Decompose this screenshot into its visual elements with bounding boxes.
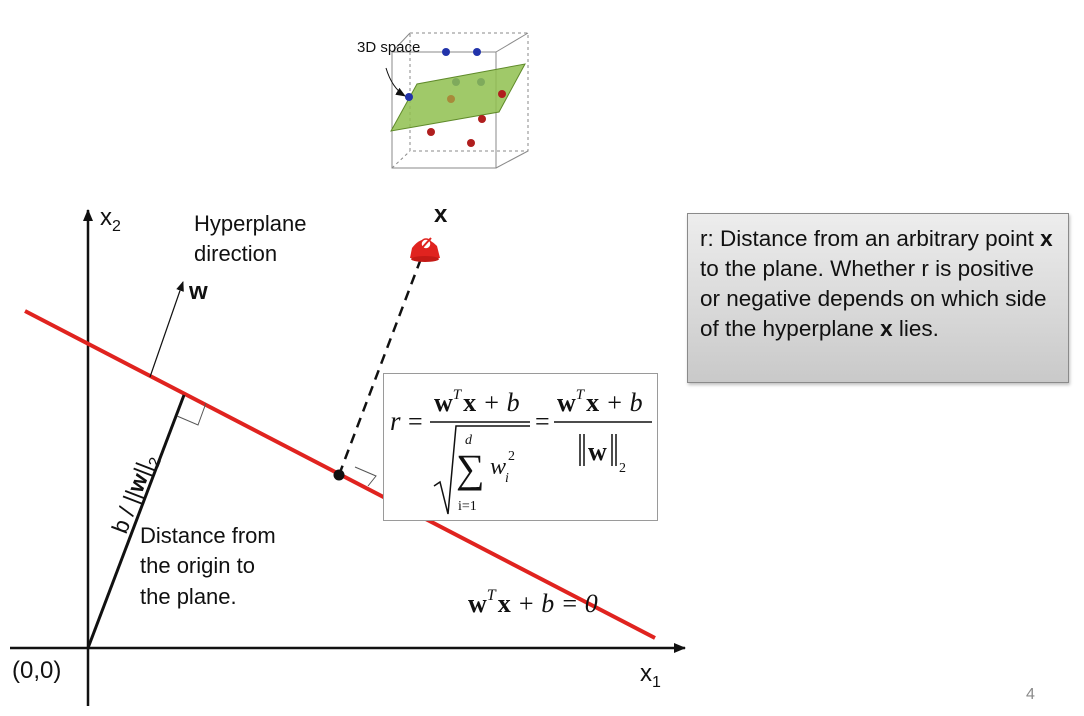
formula-norm-w: w [588,437,607,466]
point-x-base [411,256,439,262]
note-bold-x-2: x [880,316,893,341]
page-number: 4 [1026,686,1035,703]
x1-axis-label: x1 [640,660,661,691]
formula-r: r [390,406,401,436]
hyperplane-equation: wTx + b = 0 [468,587,598,618]
cube-edge [495,32,529,53]
note-text-1: r: Distance from an arbitrary point [700,226,1041,251]
formula-eq-2: = [535,407,550,436]
cube-edge [391,32,411,53]
point-x-marker [410,237,440,262]
blue-point [442,48,450,56]
note-text-2: to the plane. Whether r is positive or n… [700,256,1047,341]
distance-formula-box: r = wTx + b d ∑ i=1 wi 2 = wTx + b w 2 [383,373,658,521]
red-point [478,115,486,123]
formula-numerator-2: wTx + b [557,387,643,417]
point-x-label: x [434,201,448,228]
plane-point [447,95,455,103]
note-text-3: lies. [892,316,939,341]
formula-square: 2 [508,449,515,464]
caption-line-3: the plane. [140,584,237,609]
origin-label: (0,0) [12,657,61,684]
x2-axis-label: x2 [100,204,121,235]
right-angle-marker-origin [176,402,207,426]
caption-line-1: Distance from [140,523,276,548]
formula-numerator-1: wTx + b [434,387,520,417]
red-point [427,128,435,136]
formula-norm-sub: 2 [619,461,626,476]
blue-point [405,93,413,101]
hyperplane-direction-title-1: Hyperplane [194,211,307,236]
sqrt-sign [433,425,530,515]
cube-illustration: 3D space [357,32,529,169]
normal-vector-label: w [188,278,208,305]
cube-edge [495,150,529,169]
origin-distance-line [86,394,186,649]
sum-symbol: ∑ [456,446,485,491]
cube-label-pointer [385,67,406,97]
sum-lower-limit: i=1 [458,499,477,514]
formula-eq-1: = [408,407,423,436]
formula-w-i: wi [490,454,509,486]
right-angle-marker-projection [354,466,377,487]
note-bold-x-1: x [1040,226,1053,251]
cube-back-face [409,32,529,152]
normal-vector-arrow [149,281,184,378]
point-x-stroke [420,237,432,250]
hyperplane-direction-title-2: direction [194,241,277,266]
projection-dashed-line [337,247,427,476]
projection-foot-point [333,469,345,481]
note-box: r: Distance from an arbitrary point x to… [687,213,1069,383]
caption-line-2: the origin to [140,553,255,578]
distance-formula: r = wTx + b d ∑ i=1 wi 2 = wTx + b w 2 [390,387,652,515]
red-point [498,90,506,98]
cube-edge [391,150,411,169]
red-point [467,139,475,147]
blue-point [473,48,481,56]
origin-distance-caption: Distance from the origin to the plane. [140,523,276,609]
sum-upper-limit: d [465,433,473,448]
cube-label: 3D space [357,39,420,56]
